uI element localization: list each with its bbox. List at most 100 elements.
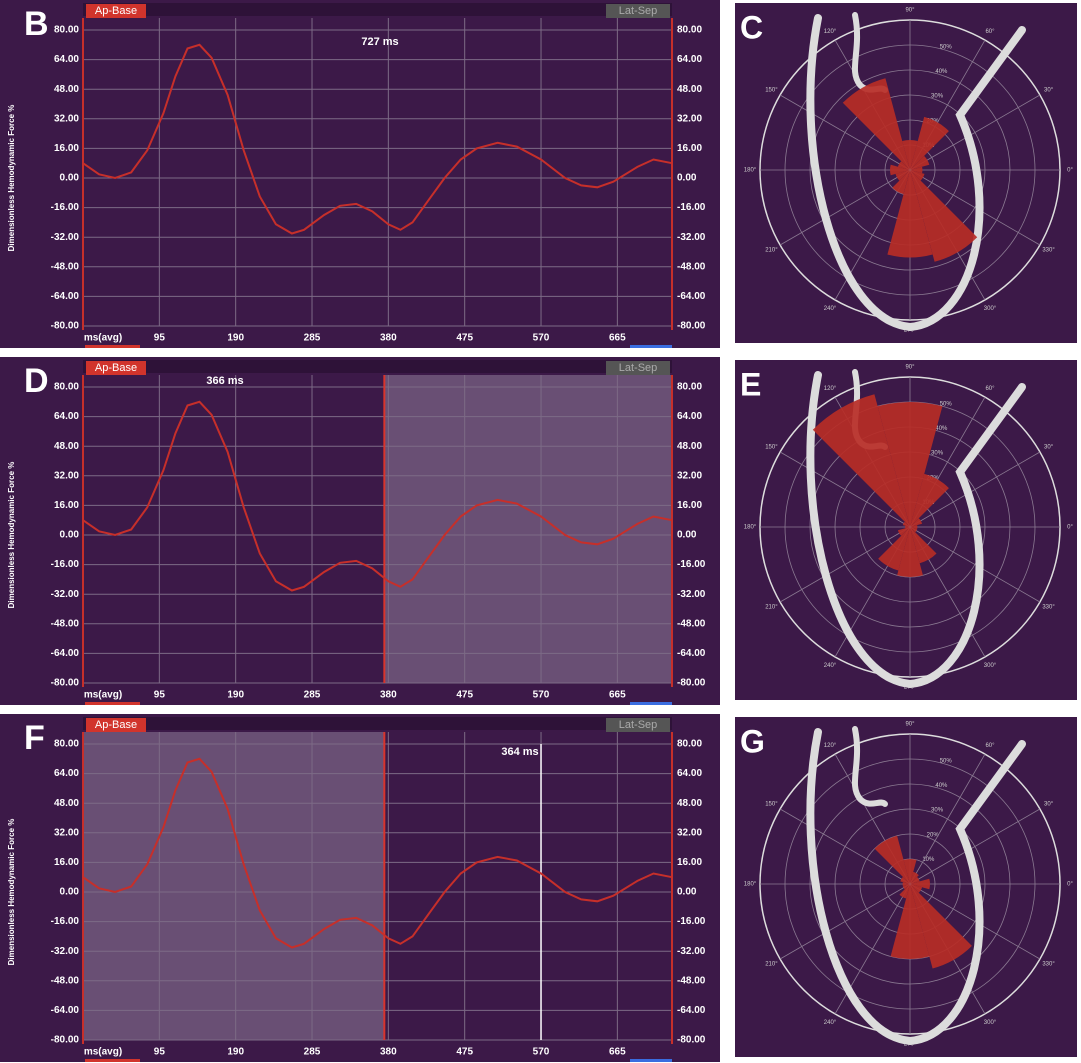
y-tick-label: -32.00 (51, 589, 80, 600)
x-tick-label: 475 (456, 1047, 473, 1058)
y2-tick-label: -16.00 (677, 202, 706, 213)
y2-tick-label: 48.00 (677, 441, 702, 452)
r-tick-label: 50% (940, 44, 953, 50)
y2-tick-label: 16.00 (677, 143, 702, 154)
y2-tick-label: -16.00 (677, 559, 706, 570)
x-tick-label: 665 (609, 1047, 626, 1058)
panel-label: E (740, 366, 761, 402)
y2-tick-label: 48.00 (677, 84, 702, 95)
y-tick-label: -48.00 (51, 618, 80, 629)
y2-tick-label: -80.00 (677, 321, 706, 332)
x-tick-label: 190 (227, 1047, 244, 1058)
r-tick-label: 20% (927, 832, 940, 838)
y2-tick-label: 32.00 (677, 113, 702, 124)
tag-right: Lat-Sep (619, 719, 658, 731)
y2-tick-label: -32.00 (677, 232, 706, 243)
y2-tick-label: 0.00 (677, 530, 697, 541)
y-tick-label: 16.00 (54, 143, 79, 154)
tag-left: Ap-Base (95, 5, 137, 17)
y-tick-label: -48.00 (51, 975, 80, 986)
page: {"chart_data": [ {"type": "line", "panel… (0, 0, 1081, 1063)
theta-tick-label: 180° (744, 168, 757, 174)
x-tick-label: 95 (154, 690, 166, 701)
theta-tick-label: 90° (905, 8, 915, 14)
theta-tick-label: 300° (984, 663, 997, 669)
y-tick-label: 0.00 (60, 173, 80, 184)
y-tick-label: 48.00 (54, 798, 79, 809)
y2-tick-label: 48.00 (677, 798, 702, 809)
y-tick-label: -32.00 (51, 946, 80, 957)
y2-tick-label: -64.00 (677, 291, 706, 302)
y-axis-title: Dimensionless Hemodynamic Force % (7, 462, 16, 609)
panel-label: G (740, 723, 765, 759)
header-bar (83, 717, 672, 730)
y2-tick-label: -32.00 (677, 589, 706, 600)
y2-tick-label: -64.00 (677, 648, 706, 659)
theta-tick-label: 210° (765, 248, 778, 254)
tag-left: Ap-Base (95, 362, 137, 374)
panel-background (0, 0, 720, 348)
tag-right: Lat-Sep (619, 362, 658, 374)
y-tick-label: -32.00 (51, 232, 80, 243)
y2-tick-label: -80.00 (677, 1035, 706, 1046)
annotation: 364 ms (501, 746, 538, 758)
theta-tick-label: 240° (824, 663, 837, 669)
scroll-red (85, 702, 140, 705)
theta-tick-label: 0° (1067, 882, 1073, 888)
x-tick-label: 665 (609, 690, 626, 701)
theta-tick-label: 210° (765, 962, 778, 968)
y2-tick-label: 64.00 (677, 411, 702, 422)
y-tick-label: 16.00 (54, 500, 79, 511)
r-tick-label: 40% (935, 69, 948, 75)
annotation: 727 ms (361, 36, 398, 48)
y-tick-label: -64.00 (51, 648, 80, 659)
y2-tick-label: 16.00 (677, 857, 702, 868)
y-axis-title: Dimensionless Hemodynamic Force % (7, 105, 16, 252)
y2-tick-label: 0.00 (677, 887, 697, 898)
y-tick-label: 32.00 (54, 470, 79, 481)
r-tick-label: 30% (931, 808, 944, 814)
theta-tick-label: 0° (1067, 168, 1073, 174)
x-tick-label: 190 (227, 333, 244, 344)
theta-tick-label: 120° (824, 386, 837, 392)
theta-tick-label: 330° (1042, 962, 1055, 968)
theta-tick-label: 300° (984, 306, 997, 312)
theta-tick-label: 120° (824, 743, 837, 749)
y2-tick-label: 16.00 (677, 500, 702, 511)
header-bar (83, 360, 672, 373)
theta-tick-label: 330° (1042, 248, 1055, 254)
y-axis-title: Dimensionless Hemodynamic Force % (7, 819, 16, 966)
y-tick-label: -80.00 (51, 678, 80, 689)
panel-label: D (24, 362, 49, 400)
y-tick-label: 80.00 (54, 739, 79, 750)
panel-label: F (24, 719, 45, 757)
theta-tick-label: 30° (1044, 802, 1054, 808)
y2-tick-label: 80.00 (677, 25, 702, 36)
y-tick-label: 16.00 (54, 857, 79, 868)
y-tick-label: -64.00 (51, 1005, 80, 1016)
x-tick-label: 380 (380, 333, 397, 344)
figure: 80.0080.0064.0064.0048.0048.0032.0032.00… (0, 0, 1081, 1063)
scroll-blue (630, 1059, 672, 1062)
theta-tick-label: 150° (765, 802, 778, 808)
x-tick-label: 285 (304, 1047, 321, 1058)
x-tick-label: 570 (533, 333, 550, 344)
y2-tick-label: 80.00 (677, 382, 702, 393)
y2-tick-label: -48.00 (677, 618, 706, 629)
tag-right: Lat-Sep (619, 5, 658, 17)
y-tick-label: -48.00 (51, 261, 80, 272)
y-tick-label: 32.00 (54, 827, 79, 838)
y2-tick-label: 0.00 (677, 173, 697, 184)
y-tick-label: 32.00 (54, 113, 79, 124)
r-tick-label: 30% (931, 94, 944, 100)
header-bar (83, 3, 672, 16)
r-tick-label: 40% (935, 783, 948, 789)
theta-tick-label: 30° (1044, 88, 1054, 94)
theta-tick-label: 210° (765, 605, 778, 611)
x-tick-label: 665 (609, 333, 626, 344)
theta-tick-label: 90° (905, 722, 915, 728)
theta-tick-label: 60° (985, 29, 995, 35)
shaded-region (83, 732, 384, 1040)
panel-label: B (24, 5, 49, 43)
theta-tick-label: 120° (824, 29, 837, 35)
